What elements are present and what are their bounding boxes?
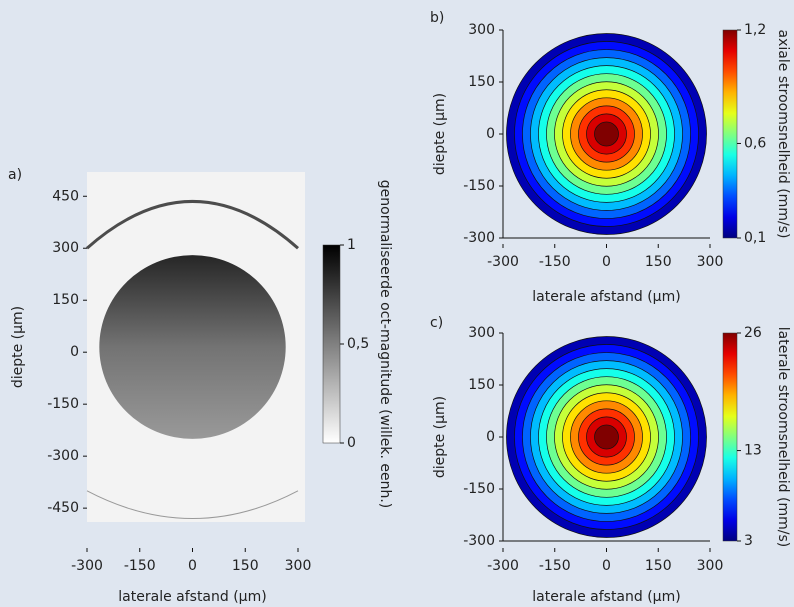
x-tick-label: 150 [232,558,259,574]
contour [594,424,619,450]
shell-arc [86,200,299,250]
panel-label: a) [8,167,22,183]
y-tick-label: 300 [52,240,79,256]
y-tick-label: 150 [468,377,495,393]
y-axis-label: diepte (µm) [432,396,448,478]
y-tick-label: 0 [70,344,79,360]
y-tick-label: -300 [47,448,79,464]
colorbar-label: genormaliseerde oct-magnitude (willek. e… [377,180,393,509]
y-tick-label: 300 [468,325,495,341]
y-tick-label: -300 [463,533,495,549]
x-tick-label: -300 [487,558,519,574]
y-tick-label: -150 [47,396,79,412]
contour [594,121,619,147]
y-tick-label: -150 [463,178,495,194]
x-tick-label: 0 [602,558,611,574]
lower-arc [86,490,299,520]
x-axis-label: laterale afstand (µm) [532,589,680,605]
colorbar-tick-label: 0,5 [347,336,369,352]
y-tick-label: 0 [486,429,495,445]
colorbar-tick-label: 1,2 [744,22,766,38]
x-tick-label: -150 [539,558,571,574]
y-tick-label: 150 [52,292,79,308]
colorbar-tick-label: 1 [347,237,356,253]
y-tick-label: -300 [463,230,495,246]
x-tick-label: 300 [285,558,312,574]
x-tick-label: -150 [124,558,156,574]
colorbar-tick-label: 3 [744,533,753,549]
colorbar-label: laterale stroomsnelheid (mm/s) [775,327,791,547]
y-tick-label: 300 [468,22,495,38]
y-tick-label: 150 [468,74,495,90]
colorbar-tick-label: 0 [347,435,356,451]
y-tick-label: -450 [47,500,79,516]
colorbar [722,29,738,239]
colorbar-tick-label: 0,1 [744,230,766,246]
x-tick-label: 0 [602,254,611,270]
x-tick-label: 300 [697,254,724,270]
x-tick-label: 150 [645,254,672,270]
colorbar-label: axiale stroomsnelheid (mm/s) [775,30,791,239]
x-tick-label: 150 [645,558,672,574]
x-tick-label: 300 [697,558,724,574]
x-tick-label: -150 [539,254,571,270]
y-tick-label: -150 [463,481,495,497]
x-tick-label: -300 [487,254,519,270]
colorbar [722,332,738,542]
x-axis-label: laterale afstand (µm) [532,289,680,305]
x-tick-label: -300 [71,558,103,574]
colorbar-tick-label: 13 [744,443,762,459]
scatterer [99,255,286,439]
x-axis-label: laterale afstand (µm) [118,589,266,605]
colorbar-tick-label: 26 [744,325,762,341]
colorbar [322,244,341,444]
y-tick-label: 0 [486,126,495,142]
panel-label: c) [430,315,443,331]
y-tick-label: 450 [52,188,79,204]
x-tick-label: 0 [188,558,197,574]
y-axis-label: diepte (µm) [10,306,26,388]
colorbar-tick-label: 0,6 [744,135,766,151]
y-axis-label: diepte (µm) [432,93,448,175]
panel-label: b) [430,10,444,26]
